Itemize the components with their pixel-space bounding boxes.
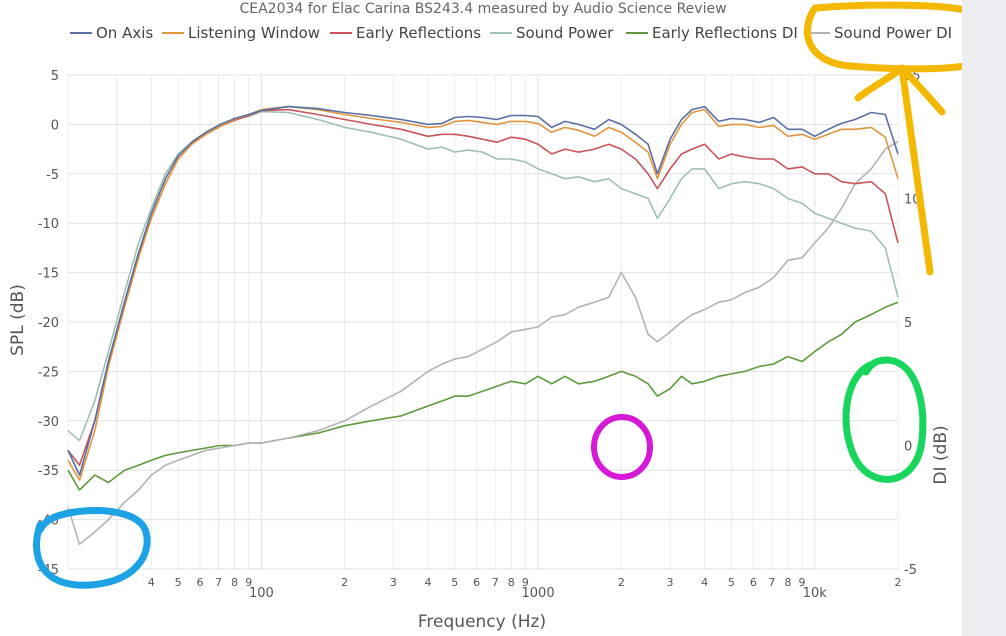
x-tick-label: 5 — [728, 576, 735, 589]
x-tick-label: 5 — [451, 576, 458, 589]
legend-entry: Sound Power — [516, 24, 614, 42]
series-line-early-reflections — [67, 108, 899, 467]
x-tick-label: 4 — [148, 576, 155, 589]
y-tick-label: -5 — [46, 168, 59, 183]
grid — [67, 74, 899, 570]
x-tick-label: 9 — [245, 576, 252, 589]
chart-title: CEA2034 for Elac Carina BS243.4 measured… — [239, 1, 726, 17]
yellow-arrow-annotation — [854, 64, 946, 276]
y-tick-label: -10 — [38, 217, 59, 232]
y-tick-label: -15 — [38, 267, 59, 282]
legend-entry: On Axis — [96, 24, 153, 42]
y-tick-label: -30 — [38, 415, 59, 430]
x-tick-label: 2 — [618, 576, 625, 589]
legend: On Axis Listening Window Early Reflections… — [70, 24, 952, 42]
series-lines — [67, 105, 899, 546]
x-tick-label: 1000 — [522, 586, 555, 601]
series-line-on-axis — [67, 105, 899, 476]
y2-tick-label: 0 — [904, 440, 912, 455]
hand-drawn-annotations — [33, 1, 997, 589]
x-tick-label: 4 — [701, 576, 708, 589]
legend-entry: Early Reflections DI — [652, 24, 798, 42]
y-tick-label: 0 — [51, 118, 59, 133]
x-tick-label: 100 — [249, 586, 274, 601]
y-tick-label: 5 — [51, 69, 59, 84]
y-tick-label: -35 — [38, 464, 59, 479]
green-circle-annotation — [842, 356, 927, 483]
x-tick-label: 10k — [803, 586, 828, 601]
y-tick-label: -20 — [38, 316, 59, 331]
x-tick-label: 6 — [197, 576, 204, 589]
blue-circle-annotation — [33, 507, 151, 589]
x-tick-label: 4 — [424, 576, 431, 589]
x-axis-label: Frequency (Hz) — [418, 612, 546, 632]
x-tick-label: 2 — [341, 576, 348, 589]
x-tick-label: 6 — [750, 576, 757, 589]
magenta-circle-annotation — [591, 414, 653, 480]
y-tick-label: -25 — [38, 365, 59, 380]
x-tick-label: 9 — [799, 576, 806, 589]
series-line-early-reflections-di — [67, 301, 899, 491]
x-tick-label: 3 — [390, 576, 397, 589]
x-tick-label: 3 — [667, 576, 674, 589]
y-axis-label: SPL (dB) — [8, 284, 28, 356]
legend-entry: Sound Power DI — [834, 24, 952, 42]
series-line-sound-power-di — [67, 141, 899, 546]
x-tick-label: 6 — [473, 576, 480, 589]
x-tick-label: 7 — [215, 576, 222, 589]
x-tick-label: 5 — [175, 576, 182, 589]
x-tick-label: 8 — [508, 576, 515, 589]
y2-tick-label: -5 — [904, 563, 917, 578]
y2-axis-label: DI (dB) — [931, 425, 951, 484]
x-tick-label: 7 — [768, 576, 775, 589]
legend-entry: Listening Window — [188, 24, 320, 42]
x-tick-label: 2 — [895, 576, 902, 589]
x-tick-label: 8 — [784, 576, 791, 589]
y-axis-ticks: 50-5-10-15-20-25-30-35-40-45 — [38, 69, 59, 578]
series-line-listening-window — [67, 105, 899, 481]
x-tick-label: 9 — [522, 576, 529, 589]
scrollbar-track[interactable] — [962, 0, 1006, 636]
y2-tick-label: 5 — [904, 316, 912, 331]
x-tick-label: 8 — [231, 576, 238, 589]
legend-entry: Early Reflections — [356, 24, 481, 42]
x-tick-label: 7 — [492, 576, 499, 589]
